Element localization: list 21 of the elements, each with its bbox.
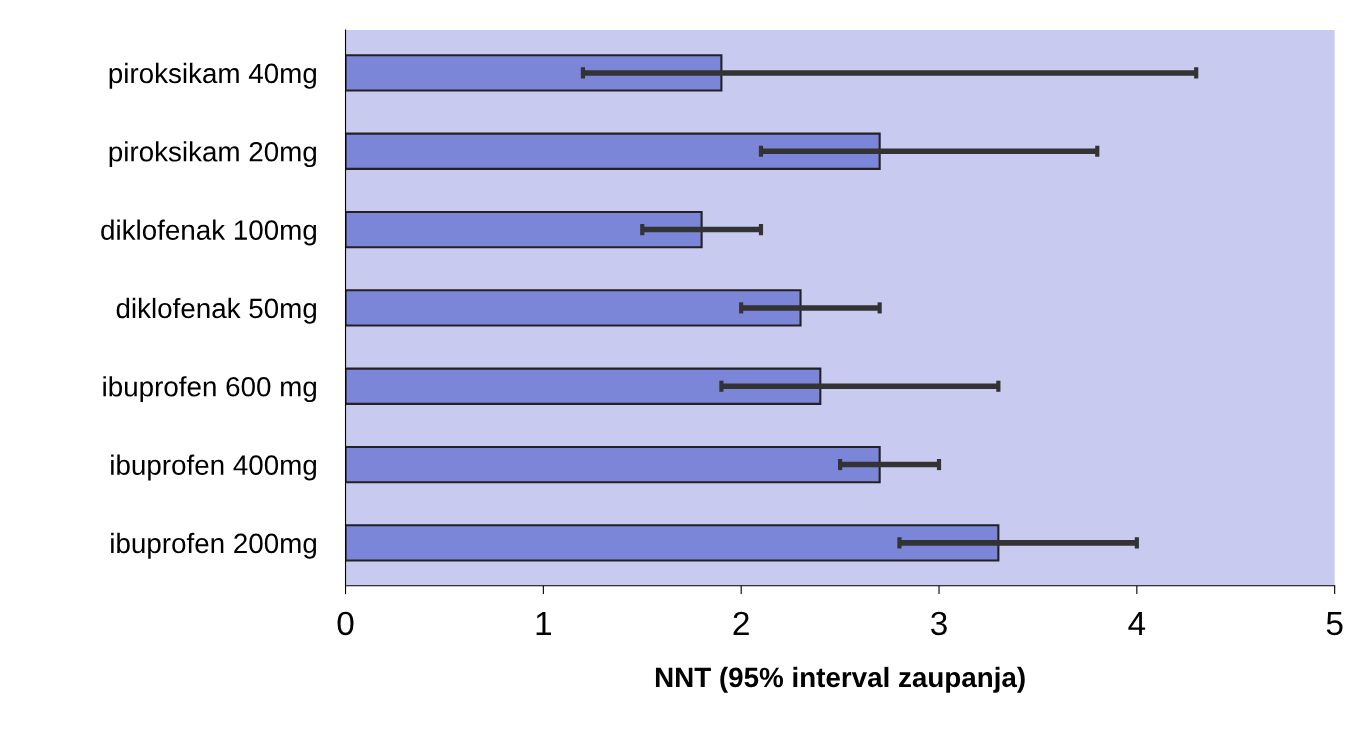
x-tick-label: 0 [337,611,354,636]
x-tick-label: 3 [931,611,947,636]
x-tick-label: 2 [733,611,749,635]
x-tick-label: 5 [1326,612,1343,636]
y-tick-label: piroksikam 20mg [109,141,316,168]
bar [345,367,822,405]
y-tick-label: ibuprofen 600 mg [103,376,316,403]
y-tick-label: diklofenak 100mg [101,219,316,246]
bar [345,210,703,249]
bar [345,524,1000,562]
bar [345,54,723,92]
x-tick-label: 1 [536,612,551,635]
y-tick-label: diklofenak 50mg [116,297,316,324]
bar [345,289,802,327]
y-tick-label: piroksikam 40mg [109,62,316,89]
bar [345,445,881,484]
bar [345,132,881,170]
x-tick-label: 4 [1128,612,1146,635]
y-tick-label: ibuprofen 400mg [111,454,316,481]
y-tick-label: ibuprofen 200mg [111,532,316,559]
x-axis-title: NNT (95% interval zaupanja) [655,666,1025,693]
